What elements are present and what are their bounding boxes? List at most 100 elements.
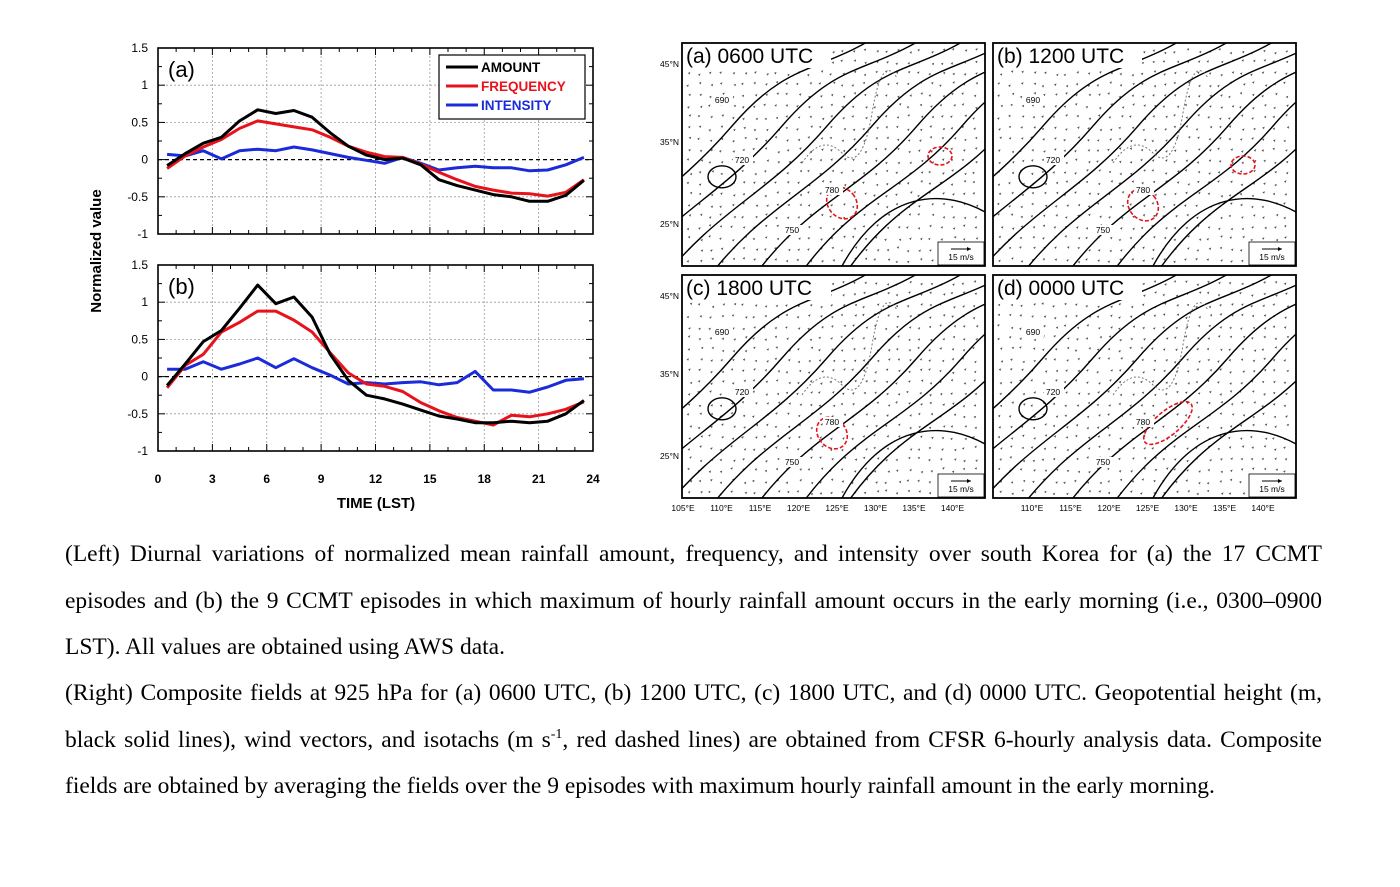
wind-vector	[1066, 204, 1069, 207]
wind-vector	[862, 181, 865, 184]
wind-vector	[1041, 85, 1045, 88]
wind-vector	[952, 335, 956, 339]
wind-vector	[1173, 445, 1176, 448]
wind-vector	[1239, 170, 1243, 173]
wind-vector	[1055, 326, 1059, 329]
wind-vector	[1262, 126, 1265, 130]
wind-vector	[776, 392, 780, 396]
wind-vector	[755, 402, 758, 405]
wind-vector	[974, 445, 977, 449]
wind-vector	[929, 136, 933, 139]
wind-vector	[1274, 170, 1277, 174]
wind-vector	[720, 161, 724, 164]
contour-label: 750	[1096, 457, 1110, 467]
wind-vector	[930, 470, 933, 473]
wind-vector	[1131, 480, 1135, 483]
wind-vector	[1218, 160, 1222, 163]
wind-vector	[1252, 93, 1255, 97]
wind-vector	[961, 158, 964, 162]
wind-vector	[1096, 426, 1100, 429]
wind-vector	[752, 105, 756, 109]
wind-vector	[1107, 447, 1111, 451]
geopotential-contour	[682, 43, 962, 258]
wind-vector	[840, 402, 844, 406]
wind-vector	[963, 382, 967, 385]
wind-vector	[843, 203, 846, 206]
wind-vector	[886, 105, 890, 108]
wind-vector	[1251, 226, 1254, 229]
wind-vector	[1008, 246, 1012, 250]
wind-vector	[940, 392, 943, 396]
wind-vector	[1186, 447, 1189, 450]
wind-vector	[1143, 169, 1146, 172]
wind-vector	[1173, 125, 1176, 129]
wind-vector	[1097, 192, 1100, 196]
geopotential-contour	[1116, 101, 1296, 266]
wind-vector	[689, 302, 693, 306]
wind-vector	[710, 115, 713, 119]
closed-contour	[1018, 165, 1048, 189]
wind-vector	[1120, 249, 1123, 252]
wind-vector	[1198, 470, 1201, 473]
wind-vector	[920, 470, 924, 474]
wind-vector	[1218, 281, 1221, 285]
wind-vector	[1066, 359, 1069, 362]
wind-vector	[719, 213, 722, 216]
wind-vector	[1099, 336, 1103, 339]
wind-vector	[931, 436, 934, 440]
wind-vector	[1208, 138, 1211, 141]
wind-vector	[809, 380, 813, 383]
wind-vector	[796, 316, 800, 319]
wind-vector	[708, 224, 712, 227]
closed-contour	[707, 397, 737, 421]
wind-vector	[1108, 434, 1111, 437]
wind-vector	[1154, 127, 1157, 131]
wind-vector	[1263, 115, 1267, 119]
wind-vector	[1185, 346, 1188, 349]
wind-vector	[1199, 50, 1202, 54]
wind-vector	[896, 469, 899, 472]
wind-vector	[929, 303, 932, 307]
wind-vector	[1032, 480, 1035, 484]
wind-vector	[741, 94, 745, 98]
wind-vector	[1131, 180, 1135, 183]
wind-vector	[1209, 125, 1213, 129]
wind-vector	[1206, 291, 1210, 295]
wind-vector	[1010, 358, 1013, 361]
wind-vector	[1286, 369, 1289, 373]
wind-vector	[1220, 259, 1223, 262]
wind-vector	[853, 138, 856, 141]
wind-vector	[831, 61, 835, 64]
caption-left: (Left) Diurnal variations of normalized …	[65, 541, 1322, 660]
wind-vector	[952, 81, 955, 84]
wind-vector	[821, 213, 824, 217]
wind-vector	[975, 237, 979, 240]
wind-vector	[917, 448, 921, 451]
wind-vector	[875, 137, 878, 140]
wind-vector	[1209, 390, 1212, 394]
wind-vector	[1173, 361, 1177, 364]
wind-vector	[821, 326, 824, 329]
contour-label-bg	[1024, 95, 1044, 105]
wind-vector	[961, 282, 964, 286]
wind-vector	[1185, 191, 1188, 195]
wind-vector	[1261, 380, 1265, 384]
wind-vector	[1217, 147, 1220, 151]
wind-vector	[711, 170, 715, 173]
wind-vector	[964, 437, 967, 441]
wind-vector	[884, 115, 888, 118]
y-tick-label: 1.5	[131, 41, 148, 55]
wind-vector	[807, 136, 810, 139]
wind-vector	[961, 447, 965, 450]
wind-vector	[1140, 404, 1143, 407]
x-axis-label: TIME (LST)	[337, 495, 415, 512]
wind-vector	[1264, 437, 1268, 441]
wind-vector	[776, 191, 779, 194]
wind-vector	[1067, 246, 1070, 249]
wind-vector	[733, 425, 736, 429]
wind-vector	[1012, 161, 1015, 164]
wind-vector	[1132, 457, 1135, 460]
wind-vector	[1020, 304, 1023, 308]
